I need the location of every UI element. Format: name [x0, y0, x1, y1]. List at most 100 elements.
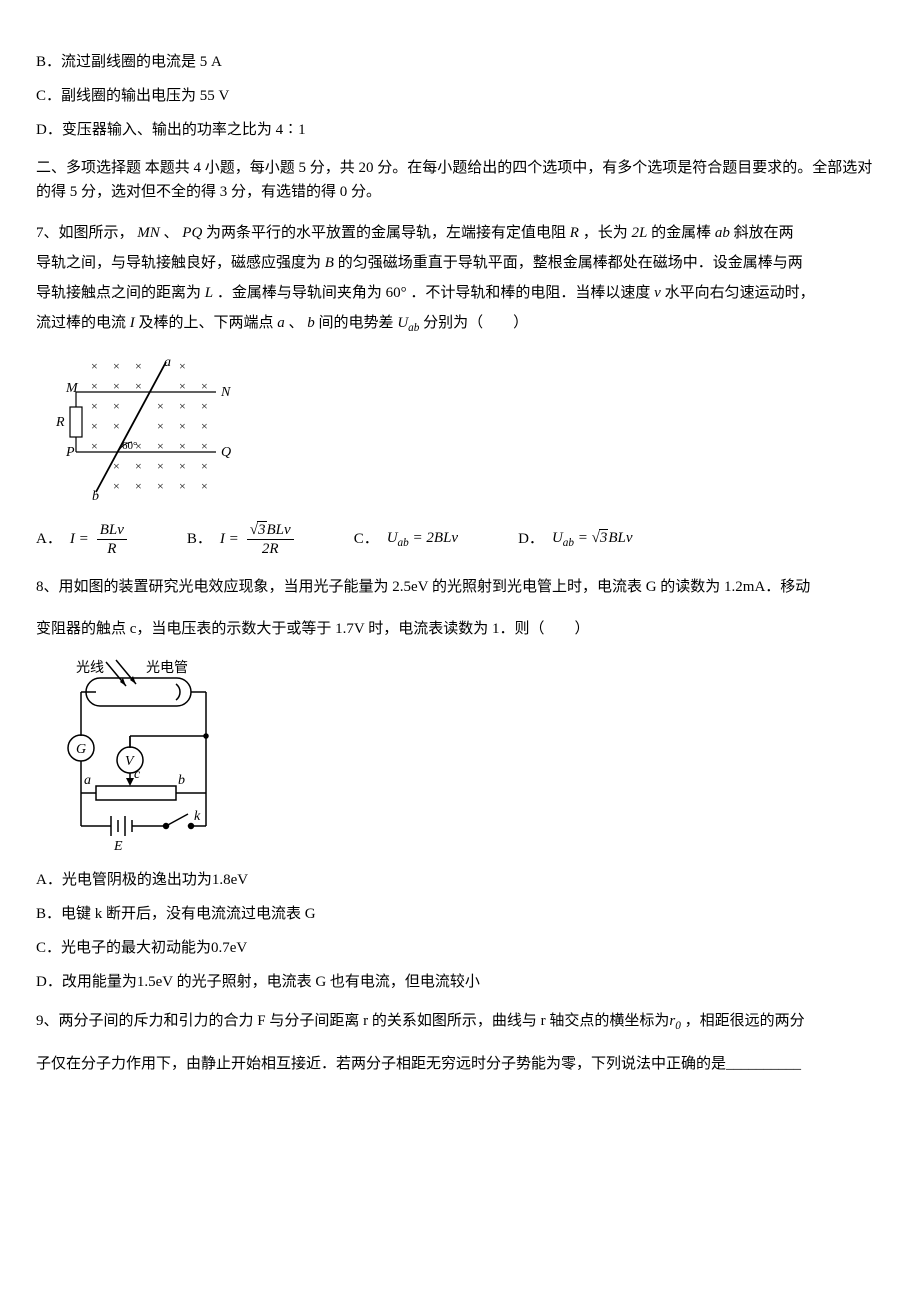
var-angle: 60°	[386, 285, 407, 301]
svg-text:a: a	[84, 773, 91, 788]
svg-text:×: ×	[113, 399, 120, 413]
var-l: L	[205, 285, 213, 301]
text: 导轨之间，与导轨接触良好，磁感应强度为	[36, 255, 325, 271]
lhs: I =	[220, 527, 239, 551]
q7-option-a: A． I = BLv R	[36, 521, 127, 558]
svg-text:×: ×	[179, 379, 186, 393]
svg-text:×: ×	[157, 459, 164, 473]
q8-circuit-figure: 光线 光电管 G V	[36, 656, 884, 856]
svg-text:×: ×	[179, 479, 186, 493]
svg-text:b: b	[178, 773, 185, 788]
svg-text:光电管: 光电管	[146, 660, 188, 676]
var-2l: 2L	[631, 225, 647, 241]
svg-text:b: b	[92, 489, 99, 504]
svg-text:×: ×	[91, 419, 98, 433]
text: 流过棒的电流	[36, 315, 130, 331]
fraction: BLv R	[97, 521, 127, 558]
svg-text:G: G	[76, 742, 86, 757]
text: 、	[289, 315, 304, 331]
svg-text:×: ×	[135, 379, 142, 393]
label: C．	[354, 527, 379, 551]
svg-text:N: N	[220, 385, 231, 400]
svg-text:×: ×	[201, 459, 208, 473]
var-r: R	[570, 225, 579, 241]
q6-option-b: B．流过副线圈的电流是 5 A	[36, 50, 884, 74]
svg-text:×: ×	[157, 439, 164, 453]
svg-text:E: E	[113, 839, 123, 854]
svg-text:×: ×	[201, 439, 208, 453]
svg-text:×: ×	[201, 479, 208, 493]
svg-text:×: ×	[179, 459, 186, 473]
q9-stem-1: 9、两分子间的斥力和引力的合力 F 与分子间距离 r 的关系如图所示，曲线与 r…	[36, 1006, 884, 1038]
svg-text:×: ×	[91, 399, 98, 413]
q9-stem-2: 子仅在分子力作用下，由静止开始相互接近．若两分子相距无穷远时分子势能为零，下列说…	[36, 1049, 884, 1079]
text: 为两条平行的水平放置的金属导轨，左端接有定值电阻	[206, 225, 570, 241]
q7-stem: 7、如图所示， MN 、 PQ 为两条平行的水平放置的金属导轨，左端接有定值电阻…	[36, 218, 884, 340]
text: 导轨接触点之间的距离为	[36, 285, 205, 301]
svg-text:×: ×	[179, 359, 186, 373]
svg-text:×: ×	[135, 459, 142, 473]
q8-stem-1: 8、用如图的装置研究光电效应现象，当用光子能量为 2.5eV 的光照射到光电管上…	[36, 572, 884, 602]
svg-text:×: ×	[91, 359, 98, 373]
svg-text:×: ×	[179, 399, 186, 413]
text: 7、如图所示，	[36, 225, 134, 241]
var-b: B	[325, 255, 334, 271]
svg-text:60°: 60°	[122, 440, 137, 452]
svg-text:×: ×	[113, 479, 120, 493]
label: D．	[518, 527, 544, 551]
svg-text:光线: 光线	[76, 660, 104, 676]
svg-text:×: ×	[91, 379, 98, 393]
var-mn: MN	[137, 225, 160, 241]
svg-text:c: c	[134, 767, 141, 782]
svg-text:a: a	[164, 355, 171, 370]
q7-option-b: B． I = 3BLv 2R	[187, 521, 294, 558]
label: B．	[187, 527, 212, 551]
svg-text:×: ×	[91, 439, 98, 453]
text: 的匀强磁场重直于导轨平面，整根金属棒都处在磁场中．设金属棒与两	[338, 255, 803, 271]
label: A．	[36, 527, 62, 551]
svg-text:M: M	[65, 381, 79, 396]
section-2-header: 二、多项选择题 本题共 4 小题，每小题 5 分，共 20 分。在每小题给出的四…	[36, 156, 884, 204]
svg-text:P: P	[65, 445, 75, 460]
text: 间的电势差	[319, 315, 398, 331]
q8-stem-2: 变阻器的触点 c，当电压表的示数大于或等于 1.7V 时，电流表读数为 1．则（…	[36, 614, 884, 644]
svg-text:R: R	[55, 415, 65, 430]
text: ．金属棒与导轨间夹角为	[217, 285, 386, 301]
svg-text:×: ×	[179, 419, 186, 433]
eq: Uab = 2BLv	[387, 526, 458, 552]
fraction: 3BLv 2R	[247, 521, 294, 558]
svg-text:k: k	[194, 809, 201, 824]
text: ．不计导轨和棒的电阻．当棒以速度	[410, 285, 654, 301]
q7-circuit-figure: ×××× ××××× ××××× ××××× ××××× ××××× ×××××…	[36, 352, 884, 507]
q6-option-c: C．副线圈的输出电压为 55 V	[36, 84, 884, 108]
q7-option-d: D． Uab = 3BLv	[518, 526, 632, 552]
text: 水平向右匀速运动时，	[665, 285, 815, 301]
svg-text:×: ×	[157, 399, 164, 413]
q7-option-c: C． Uab = 2BLv	[354, 526, 458, 552]
eq: Uab = 3BLv	[552, 526, 633, 552]
var-uab: Uab	[397, 315, 419, 331]
svg-text:×: ×	[135, 479, 142, 493]
var-pq: PQ	[182, 225, 202, 241]
var-i: I	[130, 315, 135, 331]
q8-option-d: D．改用能量为1.5eV 的光子照射，电流表 G 也有电流，但电流较小	[36, 970, 884, 994]
svg-text:×: ×	[201, 379, 208, 393]
q6-option-d: D．变压器输入、输出的功率之比为 4∶1	[36, 118, 884, 142]
q7-options: A． I = BLv R B． I = 3BLv 2R C． Uab = 2BL…	[36, 521, 884, 558]
text: 、	[164, 225, 179, 241]
text: 及棒的上、下两端点	[139, 315, 278, 331]
svg-text:×: ×	[113, 419, 120, 433]
svg-text:×: ×	[135, 359, 142, 373]
q8-option-b: B．电键 k 断开后，没有电流流过电流表 G	[36, 902, 884, 926]
var-ab: ab	[715, 225, 730, 241]
text: 的金属棒	[651, 225, 715, 241]
svg-text:×: ×	[201, 419, 208, 433]
svg-text:×: ×	[179, 439, 186, 453]
text: 斜放在两	[734, 225, 794, 241]
text: ，长为	[583, 225, 632, 241]
svg-text:×: ×	[201, 399, 208, 413]
svg-text:×: ×	[113, 459, 120, 473]
lhs: I =	[70, 527, 89, 551]
text: 分别为（ ）	[423, 315, 528, 331]
svg-text:×: ×	[157, 419, 164, 433]
